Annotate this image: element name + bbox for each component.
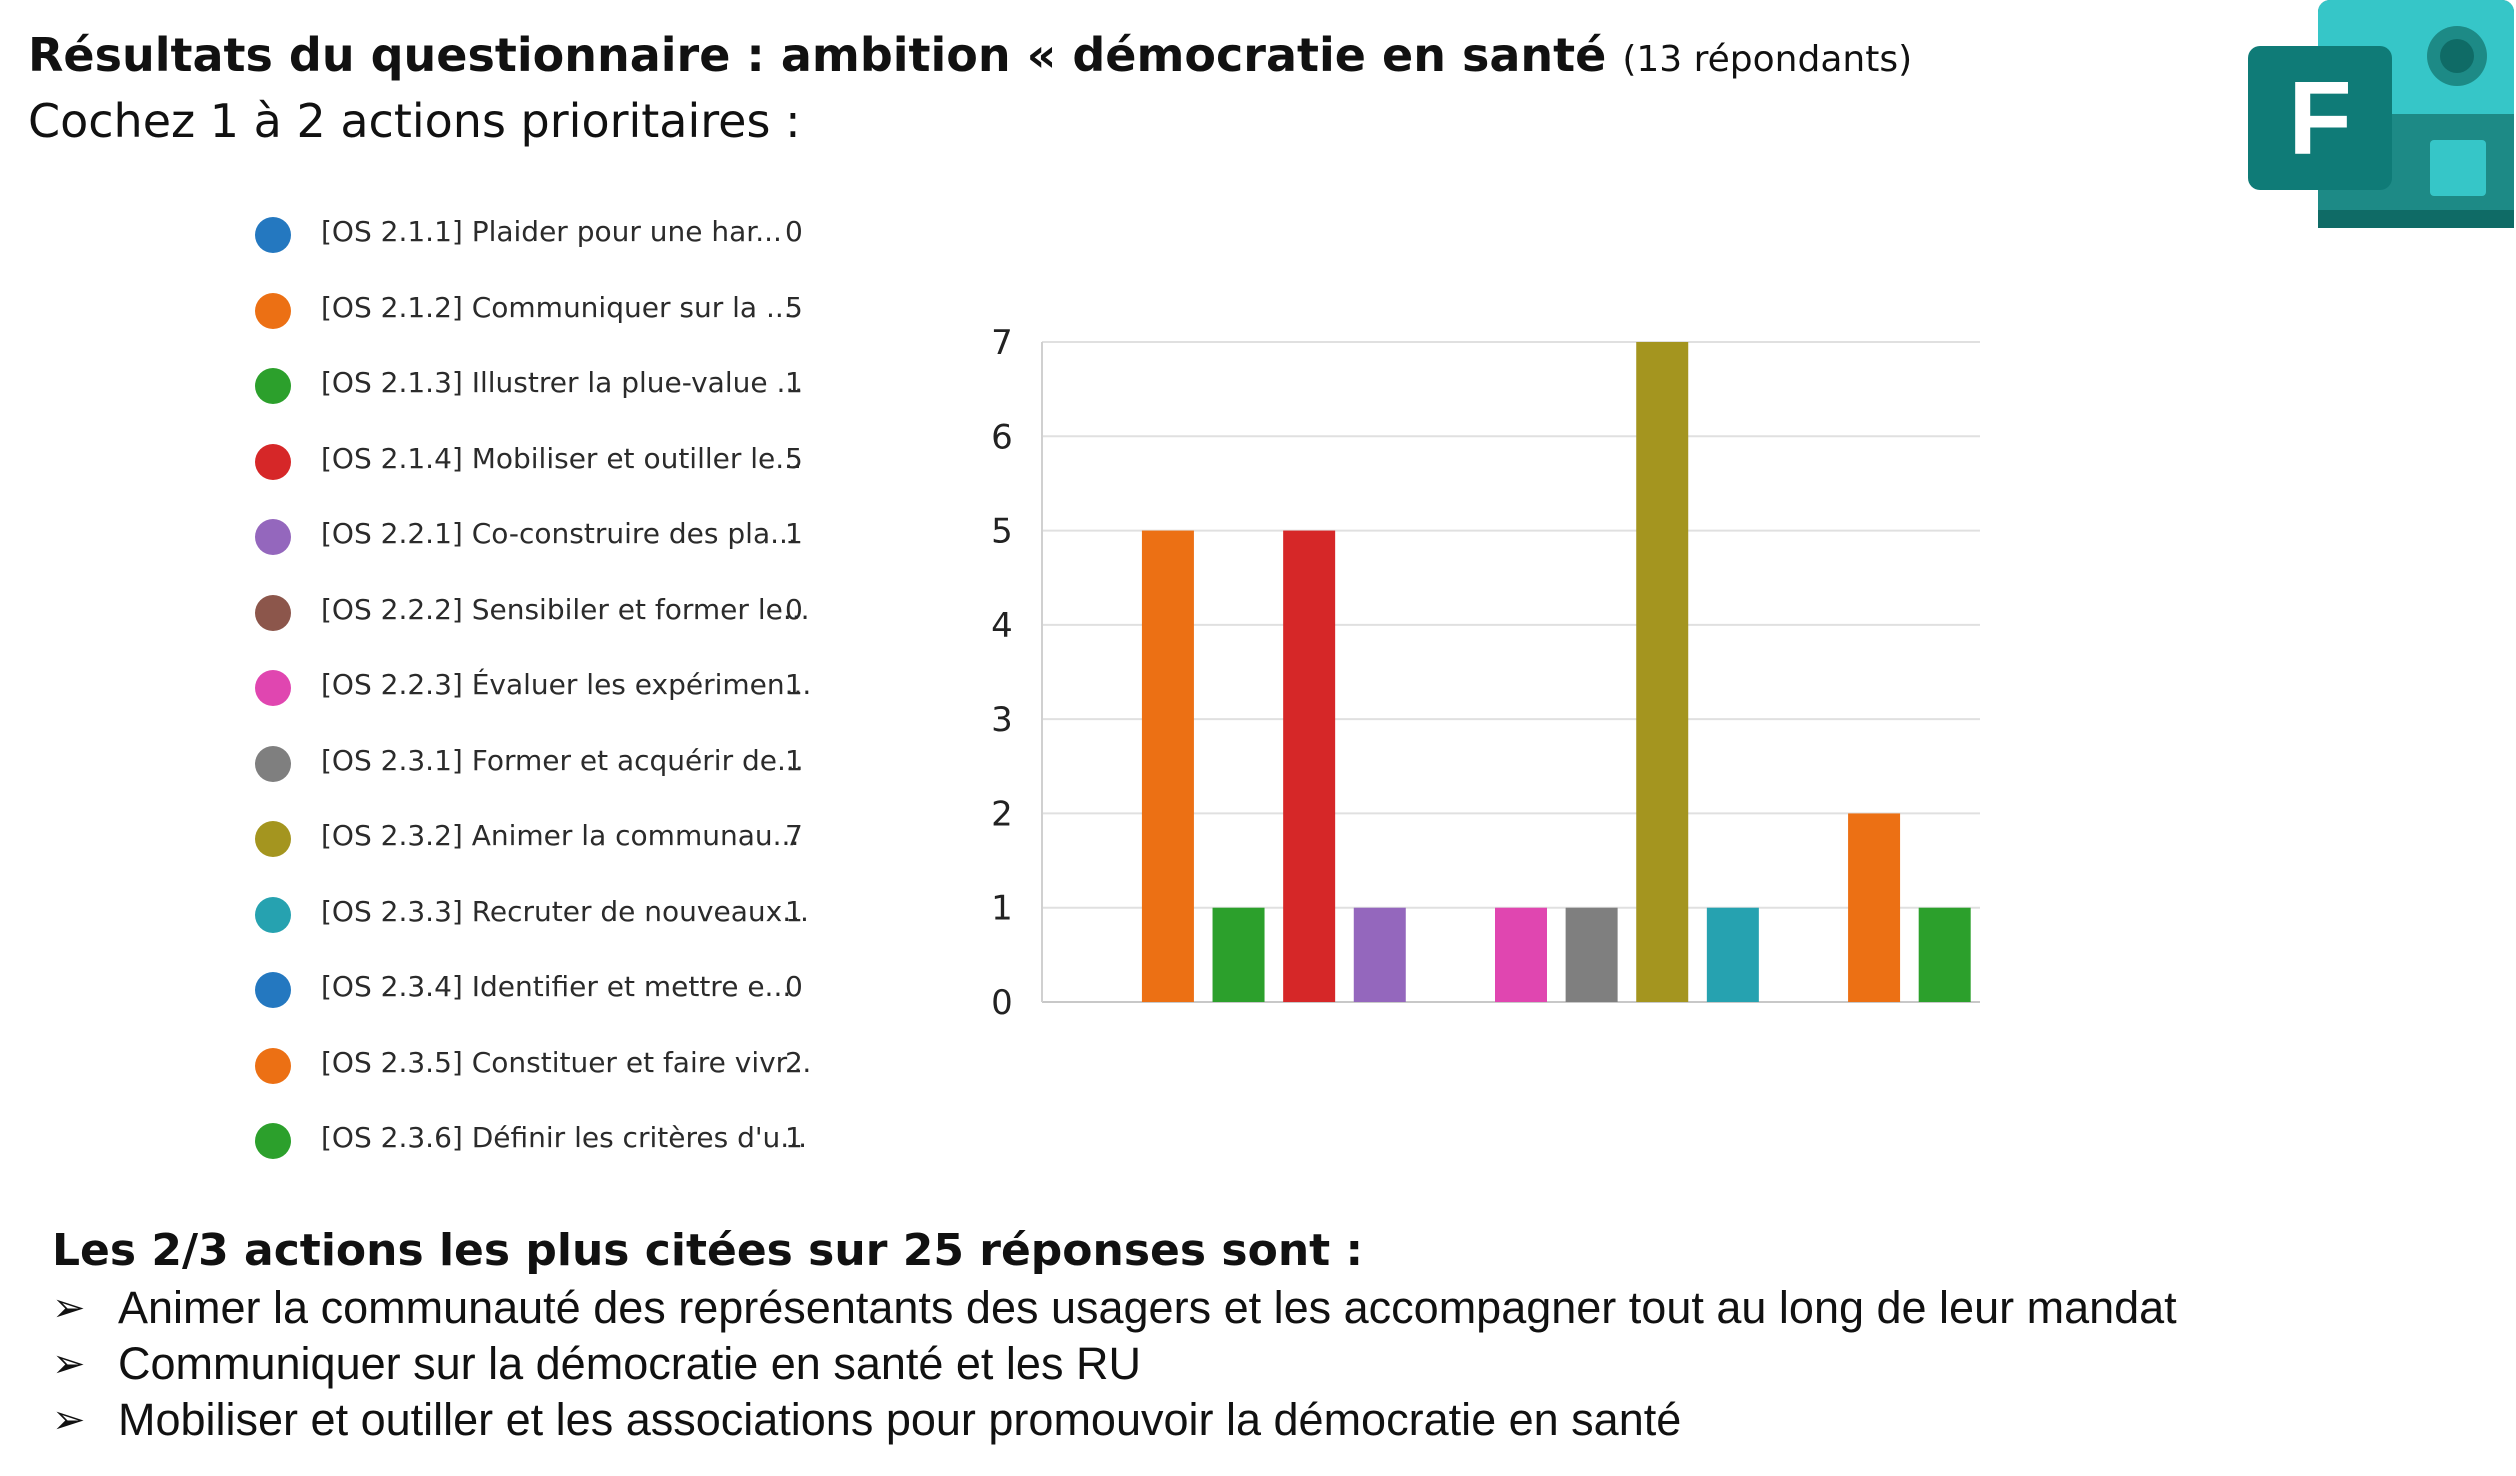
legend-count: 1 [785, 1121, 803, 1154]
y-tick-label: 7 [991, 323, 1013, 363]
y-tick-label: 0 [991, 983, 1013, 1023]
legend-color-dot [255, 821, 291, 857]
legend-label: [OS 2.1.2] Communiquer sur la ... [321, 290, 793, 324]
legend-count: 1 [785, 894, 803, 928]
summary-bullet-item: ➢ Animer la communauté des représentants … [52, 1280, 2177, 1336]
legend-label: [OS 2.3.5] Constituer et faire vivr... [321, 1045, 812, 1079]
legend-count: 0 [785, 592, 803, 626]
legend-label: [OS 2.3.2] Animer la communau... [321, 819, 800, 852]
logo-letter: F [2288, 61, 2352, 177]
arrow-bullet-icon: ➢ [52, 1342, 86, 1386]
legend-label: [OS 2.1.3] Illustrer la plue-value ... [321, 366, 804, 399]
legend-label: [OS 2.1.4] Mobiliser et outiller le... [321, 441, 802, 475]
y-tick-label: 1 [991, 889, 1013, 929]
bar-9[interactable] [1706, 907, 1759, 1002]
y-tick-label: 2 [991, 794, 1013, 834]
legend-color-dot [255, 217, 291, 253]
legend-item: [OS 2.3.5] Constituer et faire vivr... 2 [255, 1036, 815, 1096]
summary-bullet-text: Communiquer sur la démocratie en santé e… [118, 1338, 1141, 1389]
legend-label: [OS 2.3.4] Identifier et mettre e... [321, 970, 792, 1003]
legend-color-dot [255, 1123, 291, 1159]
summary-list: ➢ Animer la communauté des représentants … [52, 1280, 2177, 1448]
legend-color-dot [255, 368, 291, 404]
bar-4[interactable] [1353, 907, 1406, 1002]
legend-count: 5 [785, 290, 803, 324]
bar-2[interactable] [1212, 907, 1265, 1002]
summary-bullet-item: ➢ Mobiliser et outiller et les associatio… [52, 1392, 2177, 1448]
legend-label: [OS 2.3.1] Former et acquérir de... [321, 743, 804, 777]
legend-item: [OS 2.1.3] Illustrer la plue-value ... 1 [255, 356, 815, 416]
microsoft-forms-logo-icon: F [2244, 0, 2516, 232]
legend-item: [OS 2.3.2] Animer la communau... 7 [255, 809, 815, 869]
legend-item: [OS 2.3.4] Identifier et mettre e... 0 [255, 960, 815, 1020]
summary-section: Les 2/3 actions les plus citées sur 25 r… [52, 1225, 2177, 1448]
page-title: Résultats du questionnaire : ambition « … [28, 28, 1912, 82]
legend-color-dot [255, 745, 291, 782]
title-text: Résultats du questionnaire : ambition « … [28, 28, 1607, 82]
legend-color-dot [255, 594, 291, 631]
bar-3[interactable] [1283, 530, 1336, 1002]
legend-count: 1 [785, 517, 803, 550]
y-tick-label: 5 [991, 512, 1013, 552]
legend-label: [OS 2.3.6] Définir les critères d'u... [321, 1121, 807, 1154]
bar-6[interactable] [1495, 907, 1547, 1002]
legend-count: 1 [785, 668, 803, 701]
legend-item: [OS 2.1.1] Plaider pour une har... 0 [255, 205, 815, 265]
legend-label: [OS 2.3.3] Recruter de nouveaux... [321, 894, 809, 928]
legend-color-dot [255, 896, 291, 933]
summary-heading: Les 2/3 actions les plus citées sur 25 r… [52, 1225, 1364, 1276]
legend-color-dot [255, 1047, 291, 1084]
arrow-bullet-icon: ➢ [52, 1286, 86, 1330]
legend-label: [OS 2.2.2] Sensibiler et former le... [321, 592, 810, 626]
legend-count: 2 [785, 1045, 803, 1079]
legend-label: [OS 2.1.1] Plaider pour une har... [321, 215, 782, 248]
legend-item: [OS 2.2.2] Sensibiler et former le... 0 [255, 583, 815, 643]
bar-chart: 0 1 2 3 4 5 6 7 [960, 310, 2020, 1034]
legend-color-dot [255, 292, 291, 329]
legend-item: [OS 2.1.2] Communiquer sur la ... 5 [255, 281, 815, 341]
arrow-bullet-icon: ➢ [52, 1398, 86, 1442]
legend-count: 5 [785, 441, 803, 475]
legend-item: [OS 2.3.1] Former et acquérir de... 1 [255, 734, 815, 794]
legend-item: [OS 2.2.3] Évaluer les expérimen... 1 [255, 658, 815, 718]
legend-item: [OS 2.2.1] Co-construire des pla... 1 [255, 507, 815, 567]
bar-11[interactable] [1848, 813, 1901, 1002]
page-subtitle: Cochez 1 à 2 actions prioritaires : [28, 94, 801, 148]
summary-bullet-text: Animer la communauté des représentants d… [118, 1282, 2177, 1333]
bar-1[interactable] [1141, 530, 1194, 1002]
legend-count: 1 [785, 366, 803, 399]
bar-7[interactable] [1565, 907, 1618, 1002]
legend-item: [OS 2.3.3] Recruter de nouveaux... 1 [255, 885, 815, 945]
bar-chart-svg: 0 1 2 3 4 5 6 7 [991, 323, 1980, 1023]
legend-count: 0 [785, 970, 803, 1003]
legend-item: [OS 2.1.4] Mobiliser et outiller le... 5 [255, 432, 815, 492]
legend-count: 0 [785, 215, 803, 248]
legend-color-dot [255, 972, 291, 1008]
legend-color-dot [255, 443, 291, 480]
legend-color-dot [255, 670, 291, 706]
summary-bullet-text: Mobiliser et outiller et les association… [118, 1394, 1682, 1445]
legend-item: [OS 2.3.6] Définir les critères d'u... 1 [255, 1111, 815, 1171]
legend-count: 1 [785, 743, 803, 777]
legend-count: 7 [785, 819, 803, 852]
legend-color-dot [255, 519, 291, 555]
legend-label: [OS 2.2.1] Co-construire des pla... [321, 517, 797, 550]
y-tick-label: 4 [991, 606, 1013, 646]
bar-8[interactable] [1636, 342, 1689, 1002]
summary-bullet-item: ➢ Communiquer sur la démocratie en santé … [52, 1336, 2177, 1392]
legend-label: [OS 2.2.3] Évaluer les expérimen... [321, 668, 812, 701]
y-tick-label: 6 [991, 417, 1013, 457]
y-tick-label: 3 [991, 700, 1013, 740]
bar-12[interactable] [1918, 907, 1971, 1002]
respondent-count: (13 répondants) [1622, 39, 1913, 80]
